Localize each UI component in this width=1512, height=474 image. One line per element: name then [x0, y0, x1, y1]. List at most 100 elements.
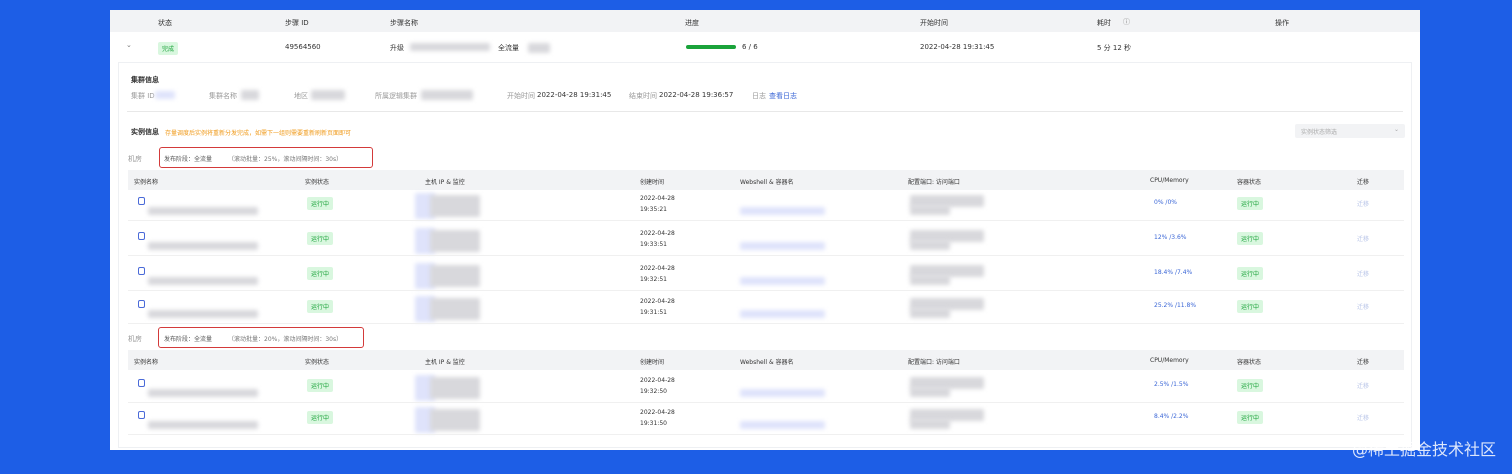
instance-col-header: 容器状态: [1237, 179, 1262, 186]
webshell-link[interactable]: [740, 207, 825, 215]
instance-col-header: 容器状态: [1237, 359, 1262, 366]
redacted-text: [528, 43, 550, 53]
start-time: 2022-04-28 19:31:45: [920, 43, 995, 51]
start-label: 开始时间: [507, 92, 535, 100]
instance-col-header: 创建时间: [640, 359, 665, 366]
container-status-badge: 运行中: [1237, 300, 1264, 313]
col-step-id: 步骤 ID: [285, 19, 309, 27]
col-step-name: 步骤名称: [390, 19, 418, 27]
webshell-link[interactable]: [740, 421, 825, 429]
col-actions: 操作: [1275, 19, 1289, 27]
redacted-ports: [910, 265, 984, 277]
instance-table-header: [128, 350, 1404, 370]
instance-status-badge: 运行中: [307, 232, 334, 245]
view-log-link[interactable]: 查看日志: [769, 92, 797, 100]
created-time: 19:32:50: [640, 388, 667, 395]
row-divider: [128, 323, 1404, 324]
instance-col-header: 配置端口: 访问端口: [908, 179, 960, 186]
redacted-host-ip: [430, 230, 480, 252]
row-divider: [128, 434, 1404, 435]
release-highlight-box: [159, 147, 373, 168]
redacted-instance-name: [148, 421, 258, 429]
migrate-button[interactable]: 迁移: [1357, 383, 1370, 390]
redacted-instance-name: [148, 389, 258, 397]
created-date: 2022-04-28: [640, 230, 675, 237]
chevron-down-icon[interactable]: ⌄: [126, 41, 132, 49]
info-icon[interactable]: ⓘ: [1123, 18, 1130, 26]
redacted-ports: [910, 419, 950, 429]
duration: 5 分 12 秒: [1097, 44, 1132, 52]
created-date: 2022-04-28: [640, 298, 675, 305]
chevron-down-icon: ⌄: [1393, 126, 1399, 133]
redacted-text: [155, 91, 175, 99]
redacted-host-ip: [430, 265, 480, 287]
webshell-link[interactable]: [740, 242, 825, 250]
col-start-time: 开始时间: [920, 19, 948, 27]
migrate-button[interactable]: 迁移: [1357, 271, 1370, 278]
instance-col-header: 实例状态: [305, 179, 330, 186]
instance-warning: 存量调度后实例将重新分发完成，如需下一组则需要重新刷新页面即可: [165, 130, 352, 137]
instance-table-header: [128, 170, 1404, 190]
step-name-suffix: 全流量: [498, 44, 519, 52]
instance-status-badge: 运行中: [307, 411, 334, 424]
created-time: 19:32:51: [640, 276, 667, 283]
monitor-icon[interactable]: [138, 300, 145, 308]
row-divider: [128, 220, 1404, 221]
cpu-memory[interactable]: 8.4% /2.2%: [1154, 413, 1189, 420]
row-divider: [128, 255, 1404, 256]
release-stage: 发布阶段：全流量: [164, 336, 213, 343]
instance-status-badge: 运行中: [307, 300, 334, 313]
instance-col-header: 创建时间: [640, 179, 665, 186]
monitor-icon[interactable]: [138, 197, 145, 205]
migrate-button[interactable]: 迁移: [1357, 415, 1370, 422]
redacted-ports: [910, 205, 950, 215]
redacted-instance-name: [148, 277, 258, 285]
monitor-icon[interactable]: [138, 379, 145, 387]
cluster-id-label: 集群 ID: [131, 92, 155, 100]
status-badge: 完成: [158, 42, 179, 55]
instance-col-header: 主机 IP & 监控: [425, 359, 465, 366]
cpu-memory[interactable]: 2.5% /1.5%: [1154, 381, 1189, 388]
redacted-host-ip: [430, 377, 480, 399]
redacted-ports: [910, 308, 950, 318]
filter-placeholder: 实例状态筛选: [1301, 129, 1338, 136]
webshell-link[interactable]: [740, 277, 825, 285]
cpu-memory[interactable]: 12% /3.6%: [1154, 234, 1187, 241]
instance-status-badge: 运行中: [307, 267, 334, 280]
cpu-memory[interactable]: 18.4% /7.4%: [1154, 269, 1193, 276]
migrate-button[interactable]: 迁移: [1357, 236, 1370, 243]
monitor-icon[interactable]: [138, 267, 145, 275]
room-label: 机房: [128, 335, 142, 343]
redacted-ports: [910, 230, 984, 242]
created-date: 2022-04-28: [640, 195, 675, 202]
progress-text: 6 / 6: [742, 43, 758, 51]
created-date: 2022-04-28: [640, 265, 675, 272]
watermark: @稀土掘金技术社区: [1351, 440, 1496, 459]
rolling-config: （滚动批量：25%，滚动间隔时间：30s）: [228, 156, 343, 163]
instance-status-filter[interactable]: 实例状态筛选 ⌄: [1295, 124, 1405, 138]
webshell-link[interactable]: [740, 310, 825, 318]
webshell-link[interactable]: [740, 389, 825, 397]
redacted-instance-name: [148, 207, 258, 215]
instance-status-badge: 运行中: [307, 379, 334, 392]
rolling-config: （滚动批量：20%，滚动间隔时间：30s）: [228, 336, 343, 343]
container-status-badge: 运行中: [1237, 232, 1264, 245]
monitor-icon[interactable]: [138, 411, 145, 419]
instance-col-header: CPU/Memory: [1150, 177, 1189, 184]
redacted-ports: [910, 387, 950, 397]
cpu-memory[interactable]: 0% /0%: [1154, 199, 1177, 206]
instance-col-header: 实例状态: [305, 359, 330, 366]
cpu-memory[interactable]: 25.2% /11.8%: [1154, 302, 1197, 309]
col-duration: 耗时: [1097, 19, 1111, 27]
col-status: 状态: [158, 19, 172, 27]
redacted-ports: [910, 298, 984, 310]
cluster-name-label: 集群名称: [209, 92, 237, 100]
divider: [127, 111, 1403, 112]
migrate-button[interactable]: 迁移: [1357, 201, 1370, 208]
monitor-icon[interactable]: [138, 232, 145, 240]
container-status-badge: 运行中: [1237, 267, 1264, 280]
migrate-button[interactable]: 迁移: [1357, 304, 1370, 311]
col-progress: 进度: [685, 19, 699, 27]
step-id: 49564560: [285, 43, 321, 51]
redacted-host-ip: [430, 409, 480, 431]
